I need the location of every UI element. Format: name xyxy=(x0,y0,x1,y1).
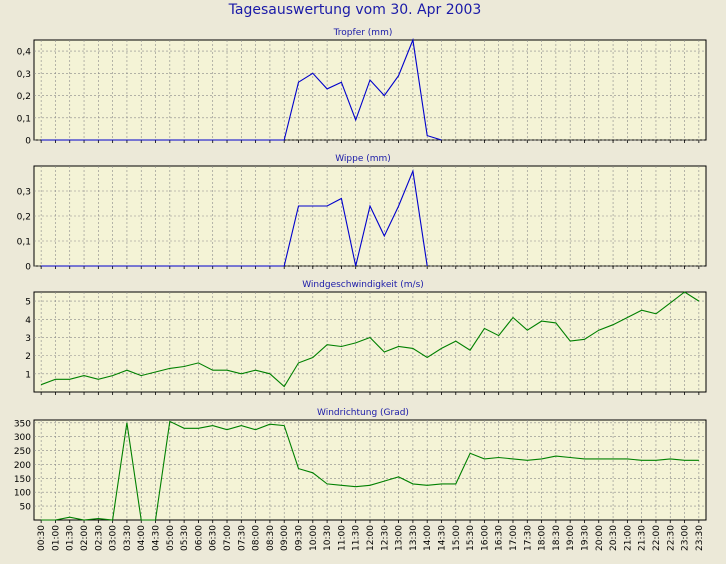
series-line-1 xyxy=(41,420,699,521)
x-tick-label: 03:00 xyxy=(109,525,119,551)
x-tick-label: 02:00 xyxy=(80,525,90,551)
x-tick-label: 17:30 xyxy=(523,525,533,551)
x-tick-label: 03:30 xyxy=(123,525,133,551)
x-tick-label: 06:30 xyxy=(209,525,219,551)
y-tick-label: 0,1 xyxy=(17,114,31,124)
x-tick-label: 13:00 xyxy=(395,525,405,551)
y-tick-label: 200 xyxy=(14,461,31,471)
x-tick-label: 07:30 xyxy=(237,525,247,551)
chart-title: Windrichtung (Grad) xyxy=(317,408,409,418)
y-tick-label: 350 xyxy=(14,419,31,429)
x-tick-label: 16:00 xyxy=(480,525,490,551)
x-tick-label: 21:00 xyxy=(623,525,633,551)
x-tick-label: 14:30 xyxy=(437,525,447,551)
x-tick-label: 01:00 xyxy=(51,525,61,551)
x-tick-label: 12:00 xyxy=(366,525,376,551)
y-tick-label: 0,2 xyxy=(17,213,31,223)
x-tick-label: 01:30 xyxy=(66,525,76,551)
x-tick-label: 08:30 xyxy=(266,525,276,551)
x-tick-label: 15:30 xyxy=(466,525,476,551)
x-tick-label: 09:30 xyxy=(295,525,305,551)
x-tick-label: 20:00 xyxy=(595,525,605,551)
y-tick-label: 0,1 xyxy=(17,238,31,248)
x-tick-label: 22:00 xyxy=(652,525,662,551)
chart-title: Tropfer (mm) xyxy=(333,28,393,38)
y-tick-label: 2 xyxy=(25,352,31,362)
y-tick-label: 3 xyxy=(25,334,31,344)
y-tick-label: 0,2 xyxy=(17,92,31,102)
x-tick-label: 19:30 xyxy=(580,525,590,551)
x-tick-label: 22:30 xyxy=(666,525,676,551)
chart-panel-4: Windrichtung (Grad) 50 100 150 200 250 300 350 xyxy=(0,404,726,523)
x-tick-label: 04:00 xyxy=(137,525,147,551)
x-tick-label: 20:30 xyxy=(609,525,619,551)
series-line-1 xyxy=(41,37,442,141)
x-tick-label: 07:00 xyxy=(223,525,233,551)
panel-header xyxy=(0,24,726,38)
x-tick-label: 10:00 xyxy=(309,525,319,551)
x-tick-label: 16:30 xyxy=(495,525,505,551)
y-tick-label: 50 xyxy=(20,503,32,513)
chart-panels: Tropfer (mm) 0 0,1 0,2 0,3 0,4 Wippe (mm) 0 0,1 0… xyxy=(0,24,726,523)
x-tick-label: 06:00 xyxy=(194,525,204,551)
y-tick-label: 0,3 xyxy=(17,70,31,80)
x-tick-label: 23:30 xyxy=(695,525,705,551)
x-tick-label: 23:00 xyxy=(681,525,691,551)
y-tick-label: 0 xyxy=(25,137,31,147)
x-tick-label: 11:30 xyxy=(352,525,362,551)
y-tick-label: 5 xyxy=(25,298,31,308)
x-tick-label: 18:30 xyxy=(552,525,562,551)
x-tick-label: 02:30 xyxy=(94,525,104,551)
chart-title: Wippe (mm) xyxy=(335,154,391,164)
x-tick-label: 15:00 xyxy=(452,525,462,551)
x-tick-label: 19:00 xyxy=(566,525,576,551)
panel-header xyxy=(0,276,726,290)
y-tick-label: 0 xyxy=(25,263,31,273)
x-tick-label: 11:00 xyxy=(337,525,347,551)
x-tick-label: 21:30 xyxy=(638,525,648,551)
x-tick-label: 00:30 xyxy=(37,525,47,551)
x-tick-label: 09:00 xyxy=(280,525,290,551)
x-tick-label: 10:30 xyxy=(323,525,333,551)
x-axis-labels: 00:30 01:00 01:30 02:00 02:30 03:00 03:30 04:00… xyxy=(37,525,705,551)
x-tick-label: 14:00 xyxy=(423,525,433,551)
chart-panel-2: Wippe (mm) 0 0,1 0,2 0,3 xyxy=(0,150,726,273)
x-tick-label: 04:30 xyxy=(152,525,162,551)
y-tick-label: 250 xyxy=(14,447,31,457)
chart-panel-1: Tropfer (mm) 0 0,1 0,2 0,3 0,4 xyxy=(0,24,726,147)
series-line-1 xyxy=(41,168,428,267)
y-tick-label: 4 xyxy=(25,316,31,326)
y-tick-label: 150 xyxy=(14,475,31,485)
y-tick-label: 1 xyxy=(25,370,31,380)
y-tick-label: 0,3 xyxy=(17,188,31,198)
y-tick-label: 300 xyxy=(14,433,31,443)
x-tick-label: 13:30 xyxy=(409,525,419,551)
x-tick-label: 12:30 xyxy=(380,525,390,551)
panel-header xyxy=(0,150,726,164)
x-tick-label: 17:00 xyxy=(509,525,519,551)
page-title: Tagesauswertung vom 30. Apr 2003 xyxy=(228,2,482,18)
series-line-1 xyxy=(40,291,700,388)
x-tick-label: 05:00 xyxy=(166,525,176,551)
chart-title: Windgeschwindigkeit (m/s) xyxy=(302,280,424,290)
x-tick-label: 05:30 xyxy=(180,525,190,551)
x-tick-label: 18:00 xyxy=(538,525,548,551)
panel-header xyxy=(0,404,726,418)
y-tick-label: 0,4 xyxy=(17,48,32,58)
y-tick-label: 100 xyxy=(14,489,31,499)
chart-panel-3: Windgeschwindigkeit (m/s) 1 2 3 4 5 xyxy=(0,276,726,395)
x-tick-label: 08:00 xyxy=(252,525,262,551)
